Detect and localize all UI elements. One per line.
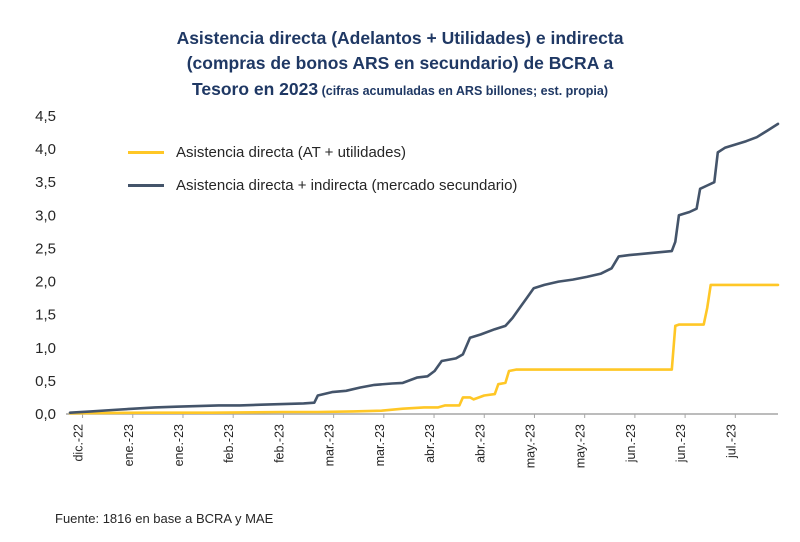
chart-title: Asistencia directa (Adelantos + Utilidad… <box>60 26 740 102</box>
y-tick-label: 3,5 <box>35 174 56 191</box>
x-tick-label: ene.-23 <box>172 424 186 466</box>
x-tick-label: mar.-23 <box>323 424 337 466</box>
x-tick-label: abr.-23 <box>473 424 487 463</box>
x-tick-label: ene.-23 <box>122 424 136 466</box>
line-chart-plot: 0,0 0,5 1,0 1,5 2,0 2,5 3,0 3,5 4,0 4,5 dic.-22 ene… <box>35 108 780 468</box>
y-tick-label: 4,5 <box>35 108 56 125</box>
x-tick-label: feb.-23 <box>272 424 286 463</box>
legend-swatch-directa-indirecta <box>128 184 164 188</box>
y-tick-label: 2,5 <box>35 241 56 258</box>
chart-title-note: (cifras acumuladas en ARS billones; est.… <box>318 83 608 98</box>
x-tick-label: mar.-23 <box>373 424 387 466</box>
y-tick-label: 0,0 <box>35 406 56 423</box>
y-tick-label: 4,0 <box>35 141 56 158</box>
x-tick-label: dic.-22 <box>72 424 86 462</box>
x-tick-label: abr.-23 <box>423 424 437 463</box>
chart-title-line2: (compras de bonos ARS en secundario) de … <box>186 53 614 74</box>
x-tick-label: feb.-23 <box>222 424 236 463</box>
chart-title-line3: Tesoro en 2023 <box>191 78 319 99</box>
y-tick-label: 1,0 <box>35 340 56 357</box>
series-line-1 <box>68 122 780 415</box>
chart-title-line1: Asistencia directa (Adelantos + Utilidad… <box>176 28 624 48</box>
legend-label-directa-indirecta: Asistencia directa + indirecta (mercado … <box>176 177 518 195</box>
legend-item-directa: Asistencia directa (AT + utilidades) <box>128 144 517 161</box>
x-tick-label: jun.-23 <box>624 424 638 463</box>
x-tick-label: jun.-23 <box>674 424 688 463</box>
y-tick-label: 1,5 <box>35 307 56 324</box>
y-tick-label: 2,0 <box>35 274 56 291</box>
y-tick-label: 3,0 <box>35 207 56 224</box>
chart-area: Asistencia directa (AT + utilidades) Asi… <box>10 106 790 486</box>
source-note: Fuente: 1816 en base a BCRA y MAE <box>55 511 274 526</box>
x-tick-label: may.-23 <box>574 424 588 468</box>
legend-item-directa-indirecta: Asistencia directa + indirecta (mercado … <box>128 177 517 194</box>
y-tick-label: 0,5 <box>35 373 56 390</box>
x-tick-label: may.-23 <box>523 424 537 468</box>
legend-label-directa: Asistencia directa (AT + utilidades) <box>176 144 406 162</box>
legend-swatch-directa <box>128 151 164 155</box>
x-tick-label: jul.-23 <box>724 424 738 459</box>
chart-legend: Asistencia directa (AT + utilidades) Asi… <box>128 144 517 194</box>
series-line-0 <box>68 283 780 415</box>
